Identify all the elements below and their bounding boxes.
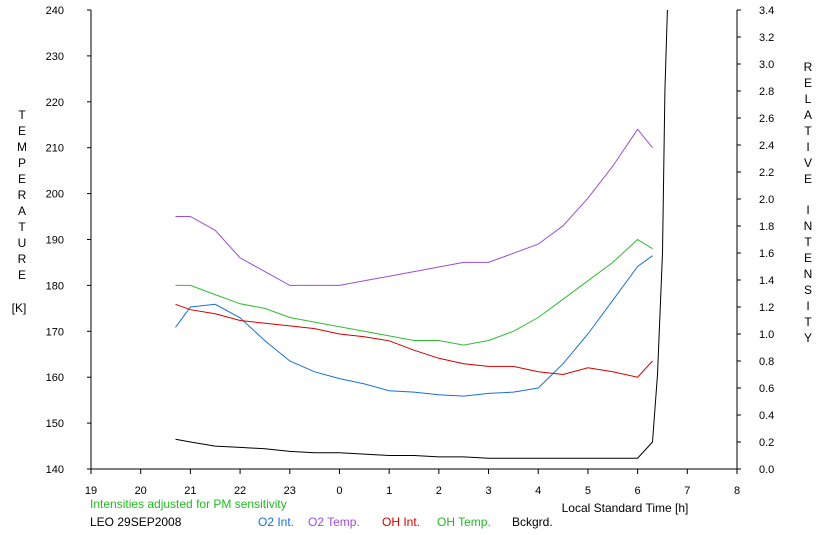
right-axis-title-letter: T [804, 235, 812, 249]
right-tick-label: 3.4 [759, 5, 774, 17]
legend-oh-temp: OH Temp. [437, 515, 491, 529]
axes-text: 2402302202102001901801701601501403.43.23… [17, 5, 813, 497]
series-o2-int-line [175, 255, 653, 397]
right-tick-label: 1.8 [759, 221, 774, 233]
x-tick-label: 0 [336, 485, 342, 497]
left-axis-title-letter: A [18, 204, 26, 218]
x-tick-label: 5 [585, 485, 591, 497]
left-axis-title-letter: P [18, 156, 26, 170]
x-tick-label: 23 [284, 485, 296, 497]
x-tick-label: 1 [386, 485, 392, 497]
right-tick-label: 1.0 [759, 329, 774, 341]
right-axis-title-letter: E [804, 76, 812, 90]
right-tick-label: 2.2 [759, 167, 774, 179]
left-tick-label: 240 [46, 5, 64, 17]
left-axis-title-letter: T [18, 220, 26, 234]
right-tick-label: 3.2 [759, 32, 774, 44]
left-tick-label: 230 [46, 51, 64, 63]
x-tick-label: 21 [184, 485, 196, 497]
right-tick-label: 2.4 [759, 140, 774, 152]
left-tick-label: 220 [46, 97, 64, 109]
x-tick-label: 6 [635, 485, 641, 497]
left-tick-label: 200 [46, 189, 64, 201]
x-axis-title: Local Standard Time [h] [562, 501, 689, 515]
left-axis-title-letter: E [18, 172, 26, 186]
right-tick-label: 0.0 [759, 464, 774, 476]
left-tick-label: 180 [46, 280, 64, 292]
right-axis-title-letter: T [804, 124, 812, 138]
right-axis-title-letter: E [804, 172, 812, 186]
right-axis-title-letter: A [804, 108, 812, 122]
station-label: LEO 29SEP2008 [90, 515, 182, 529]
right-axis-title-letter: S [804, 283, 812, 297]
left-tick-label: 210 [46, 143, 64, 155]
legend-o2-temp: O2 Temp. [308, 515, 360, 529]
right-axis-title-letter: R [804, 60, 813, 74]
pm-note: Intensities adjusted for PM sensitivity [90, 497, 287, 511]
plot-frame [87, 9, 741, 474]
right-tick-label: 0.4 [759, 410, 774, 422]
right-axis-title-letter: I [806, 203, 809, 217]
right-tick-label: 2.0 [759, 194, 774, 206]
right-axis-title-letter: N [804, 267, 813, 281]
left-axis-title-letter: E [18, 268, 26, 282]
x-tick-label: 4 [535, 485, 541, 497]
x-tick-label: 7 [684, 485, 690, 497]
right-tick-label: 0.8 [759, 356, 774, 368]
legend-oh-int: OH Int. [382, 515, 420, 529]
series-oh-int-line [175, 303, 653, 378]
series-bckgrd-line [175, 9, 668, 459]
left-axis-title-letter: E [18, 124, 26, 138]
x-tick-label: 20 [135, 485, 147, 497]
right-axis-title-letter: L [805, 92, 812, 106]
right-tick-label: 2.6 [759, 113, 774, 125]
right-tick-label: 0.6 [759, 383, 774, 395]
right-axis-title-letter: V [804, 156, 812, 170]
left-tick-label: 190 [46, 235, 64, 247]
left-axis-unit: [K] [12, 301, 27, 315]
right-tick-label: 3.0 [759, 59, 774, 71]
right-tick-label: 2.8 [759, 86, 774, 98]
left-axis-title-letter: R [18, 188, 27, 202]
x-tick-label: 22 [234, 485, 246, 497]
series-oh-temp-line [175, 238, 653, 346]
x-tick-label: 3 [485, 485, 491, 497]
left-axis-title-letter: M [17, 140, 27, 154]
right-axis-title-letter: I [806, 140, 809, 154]
left-axis-title-letter: U [18, 236, 27, 250]
right-axis-title-letter: T [804, 315, 812, 329]
right-axis-title-letter: Y [804, 331, 812, 345]
left-tick-label: 150 [46, 418, 64, 430]
right-tick-label: 0.2 [759, 437, 774, 449]
left-tick-label: 140 [46, 464, 64, 476]
legend-bckgrd: Bckgrd. [512, 515, 553, 529]
x-tick-label: 19 [85, 485, 97, 497]
right-axis-title-letter: N [804, 219, 813, 233]
x-tick-label: 2 [436, 485, 442, 497]
left-tick-label: 160 [46, 372, 64, 384]
right-tick-label: 1.6 [759, 248, 774, 260]
right-tick-label: 1.4 [759, 275, 774, 287]
right-axis-title-letter: I [806, 299, 809, 313]
series-o2-temp-line [175, 128, 653, 286]
right-tick-label: 1.2 [759, 302, 774, 314]
series-layer [175, 9, 668, 459]
left-axis-title-letter: R [18, 252, 27, 266]
x-tick-label: 8 [734, 485, 740, 497]
left-axis-title-letter: T [18, 108, 26, 122]
left-tick-label: 170 [46, 326, 64, 338]
legend-o2-int: O2 Int. [258, 515, 294, 529]
right-axis-title-letter: E [804, 251, 812, 265]
